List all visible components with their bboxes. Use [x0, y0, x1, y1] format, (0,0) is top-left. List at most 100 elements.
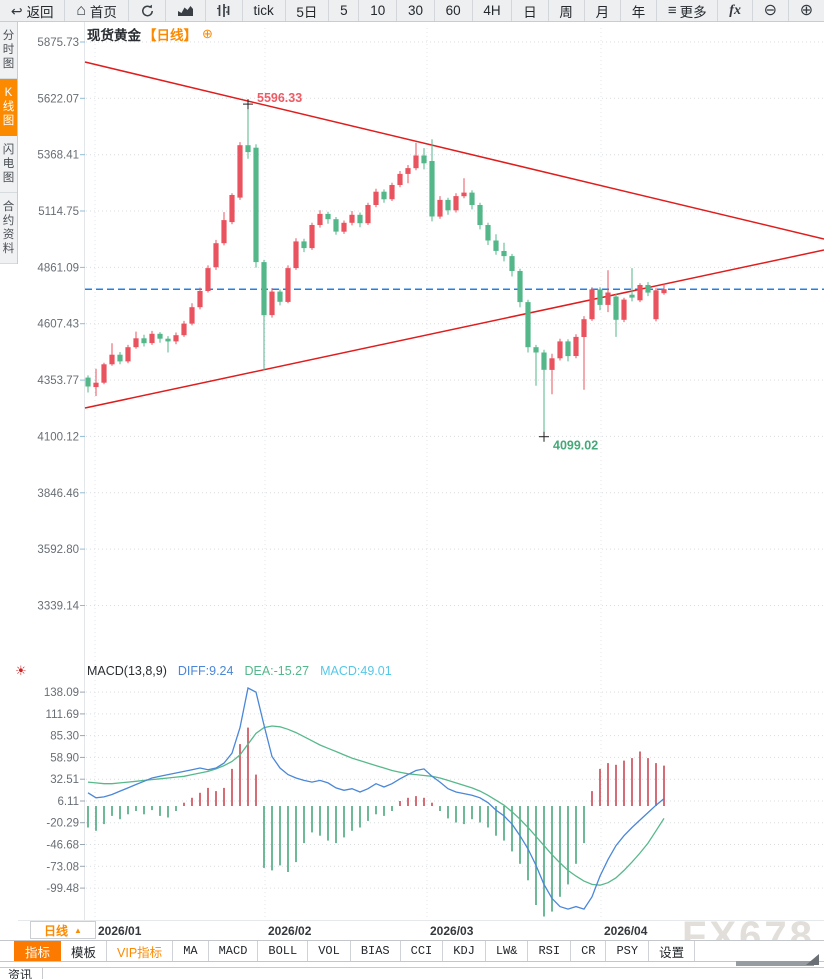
svg-text:3339.14: 3339.14 [37, 601, 79, 613]
period-5m-button-label: 5 [340, 3, 348, 18]
indicators-tab[interactable]: 指标 [14, 941, 62, 961]
period-5d-button[interactable]: 5日 [286, 0, 330, 21]
period-10m-button-label: 10 [370, 3, 386, 18]
back-icon: ↩ [10, 2, 23, 19]
home-icon: ⌂ [76, 1, 86, 19]
indicator-settings-icon[interactable]: ☀ [15, 663, 27, 678]
cci-button[interactable]: CCI [401, 941, 444, 961]
period-5m-button[interactable]: 5 [329, 0, 360, 21]
horizontal-scrollbar[interactable] [736, 961, 814, 966]
tick-button-label: tick [253, 3, 274, 18]
svg-text:3592.80: 3592.80 [37, 544, 79, 556]
svg-text:5596.33: 5596.33 [257, 91, 302, 105]
back-button[interactable]: ↩ 返回 [0, 0, 66, 21]
lw-button[interactable]: LW& [486, 941, 529, 961]
svg-text:-73.08: -73.08 [46, 861, 79, 873]
x-axis-labels: 2026/01 2026/02 2026/03 2026/04 [98, 924, 648, 938]
macd-button[interactable]: MACD [209, 941, 259, 961]
menu-icon: ≡ [667, 2, 677, 19]
macd-header: MACD(13,8,9) DIFF:9.24 DEA:-15.27 MACD:4… [87, 664, 392, 678]
period-month-button[interactable]: 月 [585, 0, 621, 21]
period-year-button[interactable]: 年 [621, 0, 658, 21]
period-60m-button[interactable]: 60 [435, 0, 473, 21]
svg-text:-99.48: -99.48 [46, 883, 79, 895]
zoom-in-button[interactable]: ⊕ [789, 0, 824, 21]
add-compare-icon[interactable]: ⊕ [202, 26, 213, 41]
home-button[interactable]: ⌂ 首页 [65, 0, 129, 21]
formula-button[interactable]: fx [718, 0, 753, 21]
vip-indicators-tab[interactable]: VIP指标 [107, 941, 174, 961]
macd-histogram [87, 727, 665, 917]
period-30m-button[interactable]: 30 [397, 0, 435, 21]
period-day-button-label: 日 [523, 4, 537, 20]
resize-corner[interactable] [806, 954, 819, 965]
period-selector[interactable]: 日线 ▲ [30, 921, 96, 939]
templates-tab[interactable]: 模板 [61, 941, 108, 961]
svg-text:-20.29: -20.29 [46, 818, 79, 830]
news-tab[interactable]: 资讯 [0, 968, 43, 979]
period-week-button[interactable]: 周 [549, 0, 585, 21]
home-button-label: 首页 [89, 4, 117, 20]
trendlines[interactable] [84, 61, 824, 409]
svg-text:6.11: 6.11 [57, 796, 79, 808]
period-selector-label: 日线 [44, 923, 69, 938]
candles[interactable] [85, 104, 667, 437]
tab-lightning-chart[interactable]: 闪电图 [0, 136, 17, 193]
area-chart-button[interactable] [166, 0, 207, 21]
svg-text:2026/04: 2026/04 [604, 924, 648, 938]
tab-contract-info[interactable]: 合约资料 [0, 193, 17, 264]
boll-button[interactable]: BOLL [258, 941, 309, 961]
triangle-up-icon: ▲ [74, 925, 82, 935]
svg-text:2026/02: 2026/02 [268, 924, 312, 938]
svg-text:5114.75: 5114.75 [38, 206, 79, 218]
bias-button[interactable]: BIAS [351, 941, 401, 961]
price-annotations: 5596.33 4099.02 [243, 91, 598, 453]
period-4h-button[interactable]: 4H [473, 0, 513, 21]
rsi-button[interactable]: RSI [528, 941, 572, 961]
svg-text:2026/03: 2026/03 [430, 924, 474, 938]
area-icon [177, 5, 194, 17]
macd-dea-line [87, 725, 665, 886]
svg-text:85.30: 85.30 [50, 731, 79, 743]
vol-button[interactable]: VOL [308, 941, 351, 961]
svg-text:3846.46: 3846.46 [37, 488, 79, 500]
candlestick-chart-button[interactable] [206, 0, 243, 21]
period-60m-button-label: 60 [445, 3, 461, 18]
period-10m-button[interactable]: 10 [359, 0, 398, 21]
svg-text:2026/01: 2026/01 [98, 924, 142, 938]
period-month-button-label: 月 [595, 4, 610, 20]
psy-button[interactable]: PSY [606, 941, 650, 961]
period-5d-button-label: 5日 [296, 4, 318, 20]
macd-params: MACD(13,8,9) [87, 664, 167, 678]
kdj-button[interactable]: KDJ [443, 941, 486, 961]
svg-text:111.69: 111.69 [46, 709, 79, 721]
ma-button[interactable]: MA [173, 941, 209, 961]
svg-text:4353.77: 4353.77 [37, 375, 79, 387]
refresh-icon [140, 4, 155, 18]
svg-text:5622.07: 5622.07 [37, 93, 79, 105]
refresh-button[interactable] [129, 0, 167, 21]
candles-icon [216, 4, 231, 17]
settings-button[interactable]: 设置 [649, 941, 696, 961]
period-day-button[interactable]: 日 [512, 0, 549, 21]
back-button-label: 返回 [26, 4, 54, 20]
period-year-button-label: 年 [631, 4, 646, 20]
macd-diff-line [87, 687, 665, 910]
svg-text:5368.41: 5368.41 [37, 150, 79, 162]
cr-button[interactable]: CR [571, 941, 607, 961]
tab-time-chart[interactable]: 分时图 [0, 22, 17, 79]
indicator-toolbar: 指标 模板 VIP指标 MA MACD BOLL VOL BIAS CCI KDJ LW& RSI CR… [0, 940, 824, 962]
macd-axis: 138.09 111.69 85.30 58.90 32.51 6.11 -20.29 -46… [44, 687, 824, 895]
period-30m-button-label: 30 [407, 3, 423, 18]
zoomin-icon: ⊕ [799, 1, 814, 19]
more-button[interactable]: ≡ 更多 [657, 0, 719, 21]
svg-text:4607.43: 4607.43 [37, 319, 79, 331]
zoom-out-button[interactable]: ⊖ [753, 0, 789, 21]
svg-text:4099.02: 4099.02 [553, 439, 598, 453]
tick-button[interactable]: tick [243, 0, 286, 21]
price-axis: 5875.73 5622.07 5368.41 5114.75 4861.09 4607.… [37, 37, 824, 613]
